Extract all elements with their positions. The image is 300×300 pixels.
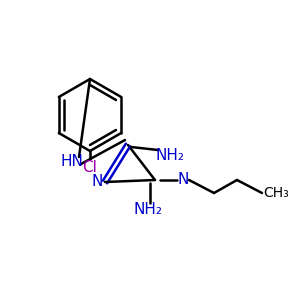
Text: N: N (177, 172, 189, 188)
Text: NH₂: NH₂ (155, 148, 184, 163)
Text: CH₃: CH₃ (263, 186, 289, 200)
Text: Cl: Cl (82, 160, 98, 175)
Text: N: N (91, 175, 103, 190)
Text: NH₂: NH₂ (134, 202, 163, 217)
Text: HN: HN (61, 154, 83, 169)
